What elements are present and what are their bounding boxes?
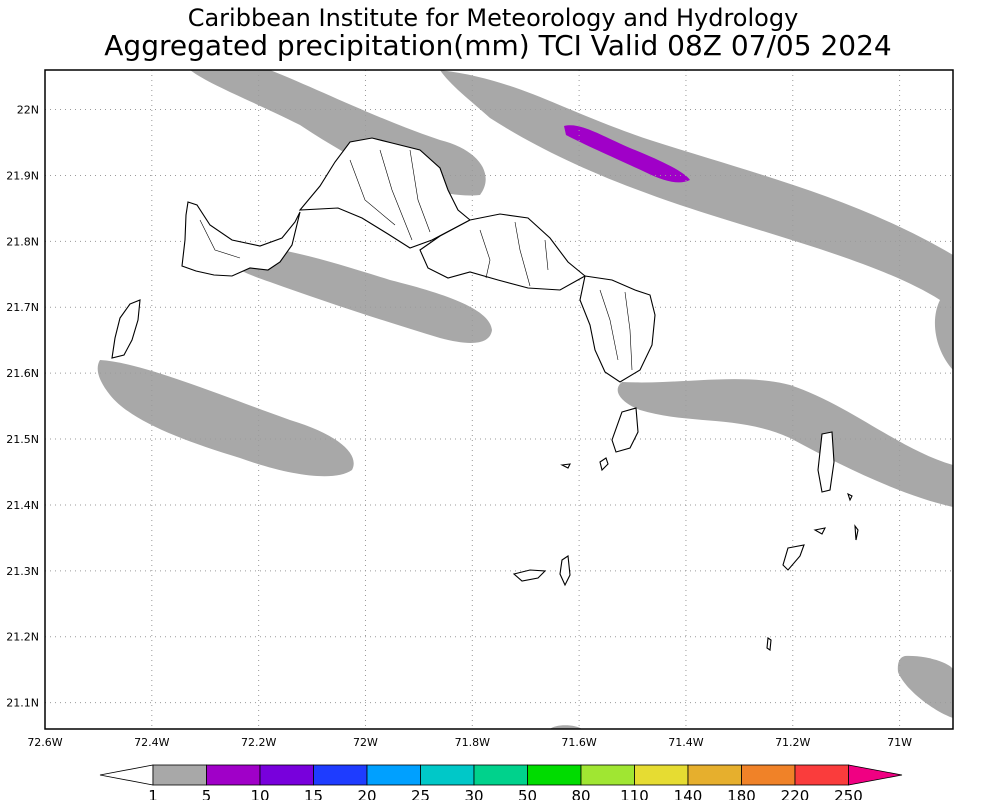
lat-tick-label: 22N [17, 104, 39, 117]
cay-small-2 [560, 463, 571, 469]
latitude-axis: 22N 21.9N 21.8N 21.7N 21.6N 21.5N 21.4N 21.3N 21… [6, 104, 39, 710]
colorbar-label: 80 [571, 787, 590, 800]
lat-tick-label: 21.5N [6, 433, 39, 446]
lat-tick-label: 21.9N [6, 169, 39, 182]
colorbar-segment [634, 764, 689, 786]
precipitation-colorbar: 1 5 10 15 20 25 30 50 80 110 140 180 220 250 [99, 764, 903, 800]
island-west-caicos [111, 299, 141, 359]
island-north-caicos [298, 137, 471, 249]
lat-tick-label: 21.6N [6, 367, 39, 380]
colorbar-label: 30 [464, 787, 483, 800]
islands-layer [111, 137, 859, 651]
colorbar-segment [152, 764, 207, 786]
colorbar-label: 20 [357, 787, 376, 800]
lon-tick-label: 72.6W [27, 736, 62, 749]
colorbar-label: 15 [304, 787, 323, 800]
cay-small-1 [599, 457, 609, 472]
lon-tick-label: 71.4W [668, 736, 703, 749]
lat-tick-label: 21.8N [6, 235, 39, 248]
plot-frame [44, 69, 954, 730]
precip-band-moderate [564, 125, 690, 183]
colorbar-under-triangle [99, 764, 154, 786]
colorbar-label: 180 [727, 787, 756, 800]
lon-tick-label: 71.8W [455, 736, 490, 749]
island-long-cay [559, 555, 571, 587]
colorbar-segment [741, 764, 796, 786]
colorbar-label: 110 [620, 787, 649, 800]
lon-tick-label: 71.2W [775, 736, 810, 749]
lat-tick-label: 21.1N [6, 697, 39, 710]
colorbar-segment [259, 764, 314, 786]
colorbar-segment [206, 764, 261, 786]
colorbar-over-triangle [848, 764, 903, 786]
colorbar-segment [794, 764, 849, 786]
colorbar-label: 250 [834, 787, 863, 800]
lon-tick-label: 71W [887, 736, 912, 749]
colorbar-label: 25 [411, 787, 430, 800]
colorbar-label: 5 [202, 787, 212, 800]
island-providenciales [181, 201, 301, 277]
figure-title-line1: Caribbean Institute for Meteorology and … [188, 4, 799, 32]
colorbar-label: 50 [518, 787, 537, 800]
lat-tick-label: 21.3N [6, 565, 39, 578]
cay-small-5 [847, 492, 853, 502]
colorbar-segment [366, 764, 421, 786]
island-east-caicos [579, 275, 656, 383]
precip-spot-south [550, 725, 582, 729]
island-middle-caicos [419, 213, 586, 291]
island-south-caicos [611, 407, 639, 453]
colorbar-segment [473, 764, 528, 786]
cay-small-6 [854, 524, 859, 541]
colorbar-segment [687, 764, 742, 786]
longitude-axis: 72.6W 72.4W 72.2W 72W 71.8W 71.6W 71.4W 71.2W 71… [27, 736, 912, 749]
lon-tick-label: 72W [353, 736, 378, 749]
island-ambergris-cay [512, 569, 547, 582]
colorbar-label: 220 [781, 787, 810, 800]
precip-band-southwest [97, 360, 354, 477]
colorbar-segment [313, 764, 368, 786]
colorbar-label: 10 [250, 787, 269, 800]
cay-small-4 [766, 637, 772, 651]
precip-band-central [222, 246, 492, 343]
cay-small-3 [813, 527, 826, 535]
lat-tick-label: 21.2N [6, 631, 39, 644]
colorbar-label: 140 [674, 787, 703, 800]
lon-tick-label: 72.4W [134, 736, 169, 749]
colorbar-segment [580, 764, 635, 786]
precip-band-southeast [617, 379, 953, 507]
precip-band-north [440, 70, 953, 370]
colorbar-segment [420, 764, 475, 786]
lat-tick-label: 21.7N [6, 301, 39, 314]
lon-tick-label: 72.2W [241, 736, 276, 749]
colorbar-label: 1 [148, 787, 158, 800]
lat-tick-label: 21.4N [6, 499, 39, 512]
island-grand-turk [817, 431, 835, 493]
colorbar-segment [527, 764, 582, 786]
figure-title-line2: Aggregated precipitation(mm) TCI Valid 0… [104, 29, 891, 62]
map-plot-area: 22N 21.9N 21.8N 21.7N 21.6N 21.5N 21.4N 21.3N 21… [6, 69, 954, 749]
island-interior-lines [199, 149, 633, 371]
lon-tick-label: 71.6W [561, 736, 596, 749]
precip-band-far-southeast [897, 655, 953, 718]
island-salt-cay [782, 544, 805, 571]
